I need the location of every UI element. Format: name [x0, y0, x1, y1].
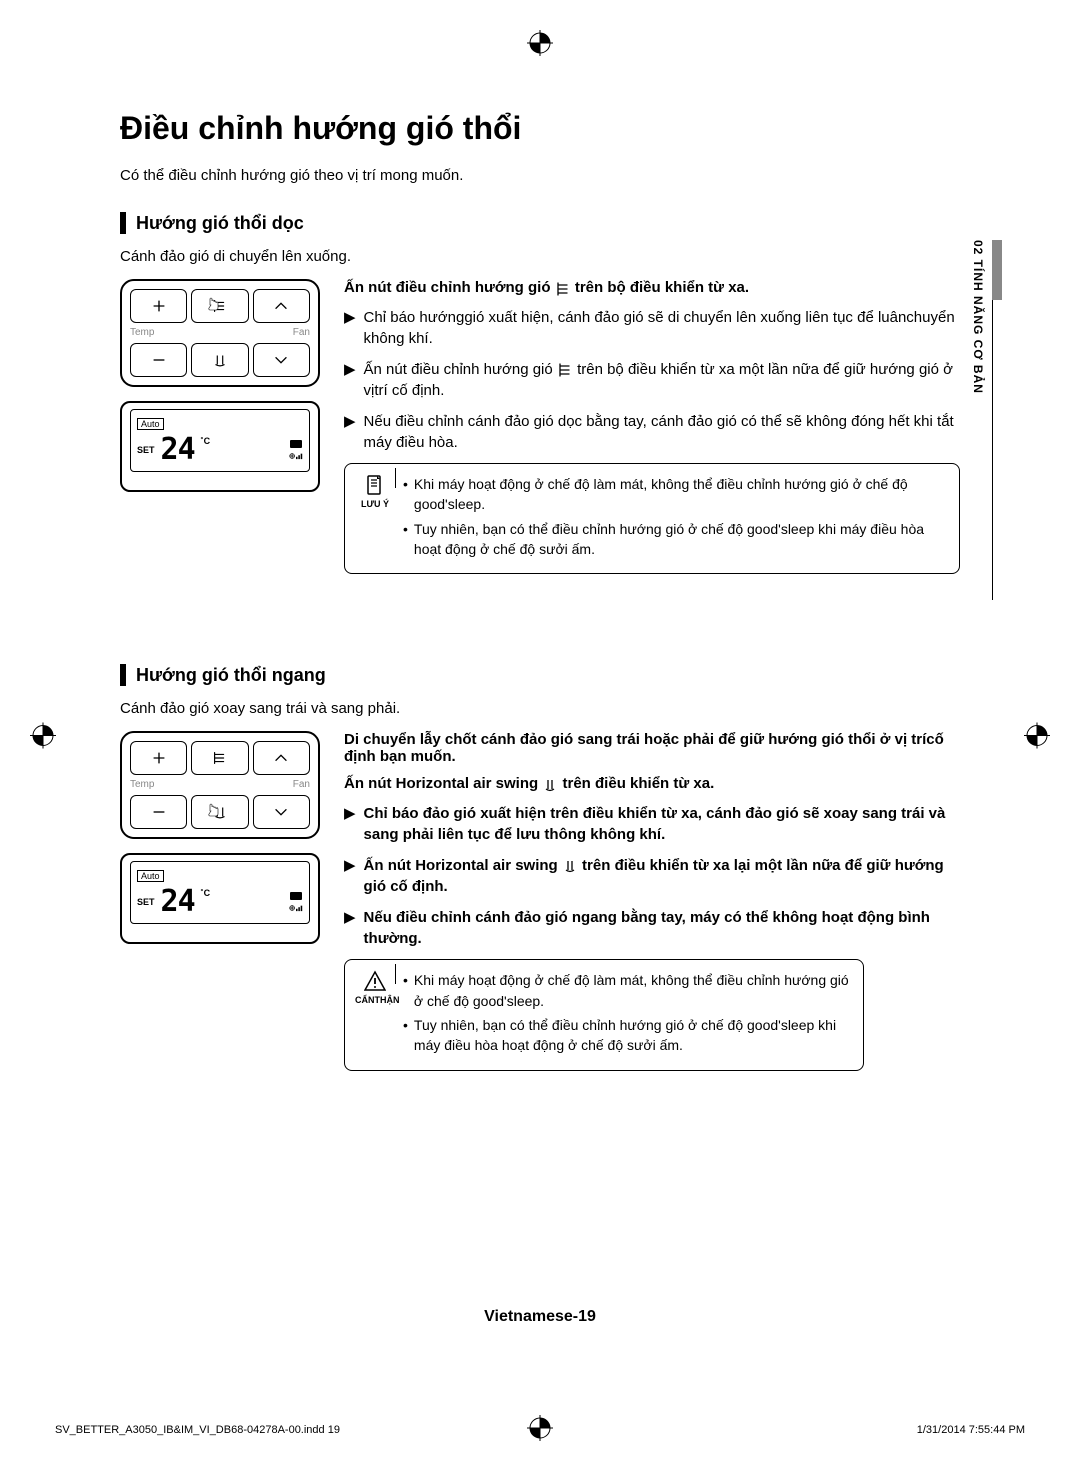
arrow-icon: ▶ — [344, 307, 356, 349]
section1-heading-text: Hướng gió thổi dọc — [136, 213, 304, 234]
page-number: Vietnamese-19 — [0, 1308, 1080, 1326]
display-temp-value: 24 — [161, 884, 195, 919]
section1-heading: Hướng gió thổi dọc — [120, 212, 960, 234]
temp-up-button — [130, 289, 187, 323]
arrow-icon: ▶ — [344, 803, 356, 845]
horizontal-swing-button — [191, 795, 248, 829]
section2-subintro: Cánh đảo gió xoay sang trái và sang phải… — [120, 700, 960, 717]
caution-icon: CẨNTHẬN — [355, 970, 395, 1007]
footer-filename: SV_BETTER_A3050_IB&IM_VI_DB68-04278A-00.… — [55, 1424, 340, 1436]
temp-down-button — [130, 343, 187, 377]
section1-subintro: Cánh đảo gió di chuyển lên xuống. — [120, 248, 960, 265]
display-status-icons — [289, 891, 303, 913]
section-bar-icon — [120, 212, 126, 234]
display-set-label: SET — [137, 897, 155, 907]
side-tab: 02 TÍNH NĂNG CƠ BẢN — [971, 240, 985, 394]
caution-item: •Khi máy hoạt động ở chế độ làm mát, khô… — [403, 970, 851, 1011]
bullet-item: ▶Ấn nút điều chỉnh hướng gió trên bộ điề… — [344, 359, 960, 402]
remote-illustration-2: Temp Fan — [120, 731, 320, 839]
temp-label: Temp — [130, 327, 187, 339]
temp-label: Temp — [130, 779, 187, 791]
note-item: •Tuy nhiên, bạn có thể điều chỉnh hướng … — [403, 519, 947, 560]
fan-label: Fan — [253, 779, 310, 791]
registration-mark-right — [1024, 723, 1050, 754]
footer-timestamp: 1/31/2014 7:55:44 PM — [917, 1424, 1025, 1436]
display-temp-value: 24 — [161, 432, 195, 467]
section1-note-box: LƯU Ý •Khi máy hoạt động ở chế độ làm má… — [344, 463, 960, 574]
bullet-item: ▶Ấn nút Horizontal air swing trên điều k… — [344, 855, 960, 898]
arrow-icon: ▶ — [344, 359, 356, 402]
bullet-item: ▶Chỉ báo hướnggió xuất hiện, cánh đảo gi… — [344, 307, 960, 349]
section2-line1: Di chuyển lẫy chốt cánh đảo gió sang trá… — [344, 731, 960, 765]
remote-display-2: Auto SET 24 ˚C — [120, 853, 320, 944]
caution-item: •Tuy nhiên, bạn có thể điều chỉnh hướng … — [403, 1015, 851, 1056]
section2-heading-text: Hướng gió thổi ngang — [136, 665, 326, 686]
arrow-icon: ▶ — [344, 411, 356, 453]
remote-display-1: Auto SET 24 ˚C — [120, 401, 320, 492]
bullet-item: ▶Nếu điều chỉnh cánh đảo gió dọc bằng ta… — [344, 411, 960, 453]
registration-mark-bottom — [527, 1415, 553, 1446]
display-auto-badge: Auto — [137, 418, 164, 430]
vertical-swing-icon — [557, 359, 573, 380]
hand-pointer-icon — [206, 296, 224, 314]
registration-mark-top — [527, 30, 553, 61]
temp-up-button — [130, 741, 187, 775]
remote-illustration-1: Temp Fan — [120, 279, 320, 387]
fan-down-button — [253, 343, 310, 377]
bullet-item: ▶Chỉ báo đảo gió xuất hiện trên điều khi… — [344, 803, 960, 845]
temp-down-button — [130, 795, 187, 829]
section2-heading: Hướng gió thổi ngang — [120, 664, 960, 686]
fan-up-button — [253, 289, 310, 323]
section-bar-icon — [120, 664, 126, 686]
vertical-swing-button — [191, 741, 248, 775]
side-marker — [992, 240, 1002, 600]
horizontal-swing-button — [191, 343, 248, 377]
fan-label: Fan — [253, 327, 310, 339]
horizontal-swing-icon — [542, 776, 558, 793]
vertical-swing-icon — [555, 280, 571, 297]
registration-mark-left — [30, 723, 56, 754]
section1-instruction: Ấn nút điều chỉnh hướng gió trên bộ điều… — [344, 279, 960, 297]
display-status-icons — [289, 439, 303, 461]
fan-down-button — [253, 795, 310, 829]
display-set-label: SET — [137, 445, 155, 455]
fan-up-button — [253, 741, 310, 775]
note-item: •Khi máy hoạt động ở chế độ làm mát, khô… — [403, 474, 947, 515]
section2-line2: Ấn nút Horizontal air swing trên điều kh… — [344, 775, 960, 793]
hand-pointer-icon — [206, 802, 224, 820]
page-intro: Có thể điều chỉnh hướng gió theo vị trí … — [120, 167, 960, 184]
vertical-swing-button — [191, 289, 248, 323]
arrow-icon: ▶ — [344, 855, 356, 898]
display-temp-unit: ˚C — [201, 888, 211, 898]
page-title: Điều chỉnh hướng gió thổi — [120, 110, 960, 147]
display-auto-badge: Auto — [137, 870, 164, 882]
arrow-icon: ▶ — [344, 907, 356, 949]
note-icon: LƯU Ý — [355, 474, 395, 511]
bullet-item: ▶Nếu điều chỉnh cánh đảo gió ngang bằng … — [344, 907, 960, 949]
section2-caution-box: CẨNTHẬN •Khi máy hoạt động ở chế độ làm … — [344, 959, 864, 1070]
horizontal-swing-icon — [562, 855, 578, 876]
display-temp-unit: ˚C — [201, 436, 211, 446]
